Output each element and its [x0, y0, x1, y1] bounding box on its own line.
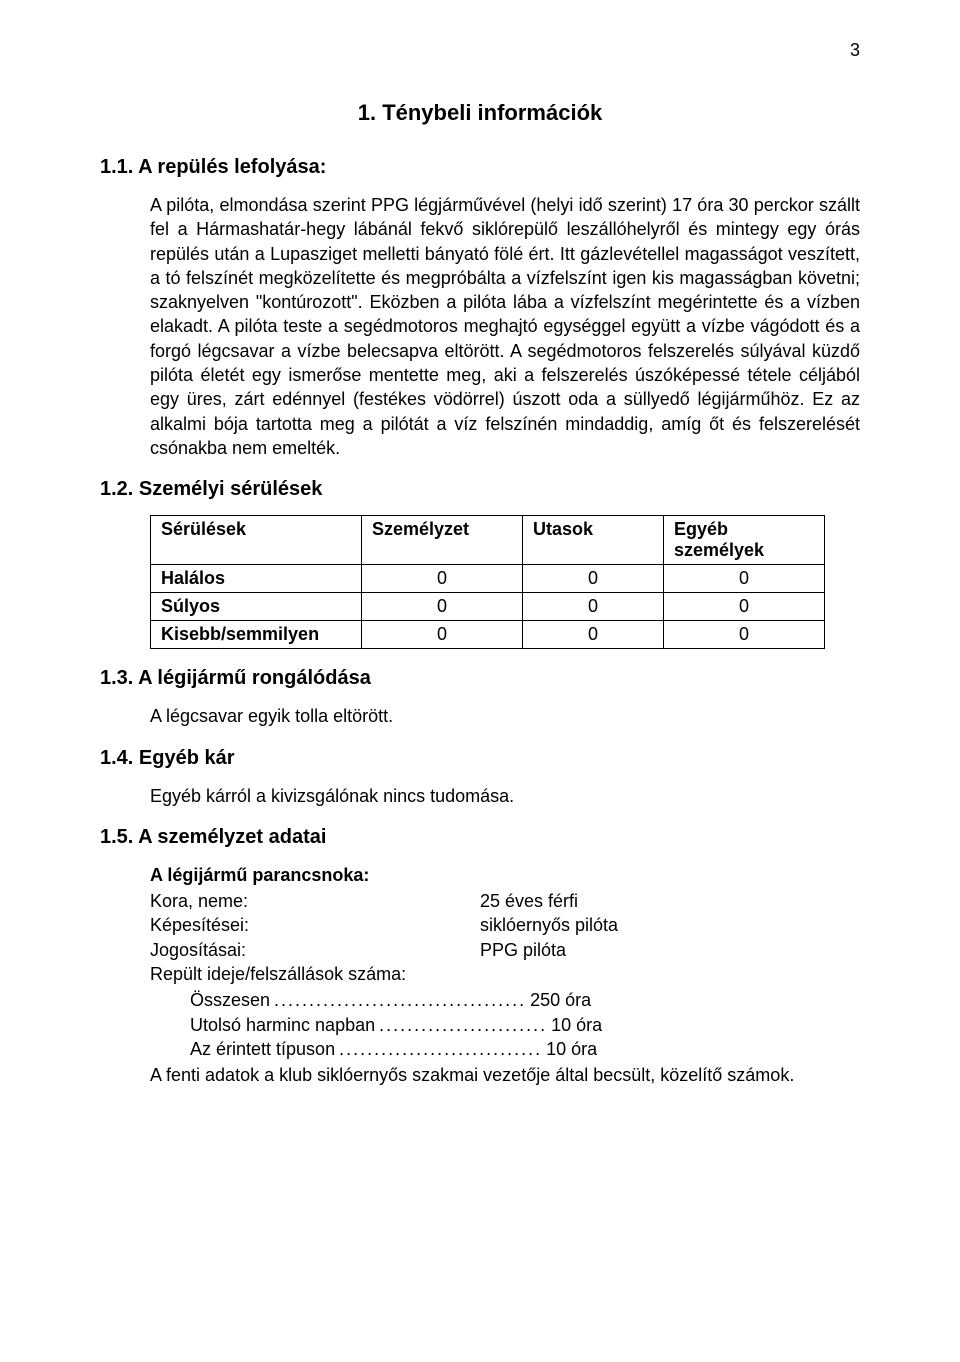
th-passengers: Utasok — [523, 516, 664, 565]
section-body-1-3: A légcsavar egyik tolla eltörött. — [150, 704, 860, 728]
kv-val: PPG pilóta — [480, 938, 860, 962]
kv-row: Jogosításai: PPG pilóta — [150, 938, 860, 962]
td-label: Súlyos — [151, 593, 362, 621]
td-label: Halálos — [151, 565, 362, 593]
page-number: 3 — [850, 40, 860, 61]
table-row: Kisebb/semmilyen 0 0 0 — [151, 621, 825, 649]
th-others: Egyéb személyek — [664, 516, 825, 565]
dotted-row: Utolsó harminc napban ..................… — [190, 1013, 860, 1037]
td-val: 0 — [362, 565, 523, 593]
commander-subheading: A légijármű parancsnoka: — [150, 863, 860, 887]
dotted-label: Az érintett típuson — [190, 1037, 335, 1061]
kv-val: 25 éves férfi — [480, 889, 860, 913]
kv-key: Jogosításai: — [150, 938, 480, 962]
section-body-1-1: A pilóta, elmondása szerint PPG légjármű… — [150, 193, 860, 460]
td-val: 0 — [523, 565, 664, 593]
table-row: Halálos 0 0 0 — [151, 565, 825, 593]
td-val: 0 — [362, 621, 523, 649]
kv-row: Képesítései: siklóernyős pilóta — [150, 913, 860, 937]
dotted-val: 10 óra — [551, 1013, 602, 1037]
dotted-row: Összesen ...............................… — [190, 988, 860, 1012]
dots: ........................ — [375, 1013, 551, 1037]
footnote: A fenti adatok a klub siklóernyős szakma… — [150, 1063, 860, 1087]
td-val: 0 — [664, 565, 825, 593]
dotted-label: Összesen — [190, 988, 270, 1012]
kv-key: Képesítései: — [150, 913, 480, 937]
section-heading-1-3: 1.3. A légijármű rongálódása — [100, 667, 860, 690]
th-crew: Személyzet — [362, 516, 523, 565]
kv-row: Kora, neme: 25 éves férfi — [150, 889, 860, 913]
injuries-table: Sérülések Személyzet Utasok Egyéb személ… — [150, 515, 825, 649]
kv-key: Kora, neme: — [150, 889, 480, 913]
td-val: 0 — [362, 593, 523, 621]
dotted-val: 10 óra — [546, 1037, 597, 1061]
main-title: 1. Ténybeli információk — [100, 100, 860, 126]
section-heading-1-4: 1.4. Egyéb kár — [100, 747, 860, 770]
kv-val: siklóernyős pilóta — [480, 913, 860, 937]
section-heading-1-1: 1.1. A repülés lefolyása: — [100, 156, 860, 179]
dots: ............................. — [335, 1037, 546, 1061]
section-heading-1-5: 1.5. A személyzet adatai — [100, 826, 860, 849]
dotted-label: Utolsó harminc napban — [190, 1013, 375, 1037]
dotted-val: 250 óra — [530, 988, 591, 1012]
td-val: 0 — [664, 621, 825, 649]
document-page: 3 1. Ténybeli információk 1.1. A repülés… — [0, 0, 960, 1362]
flighttime-label: Repült ideje/felszállások száma: — [150, 962, 860, 986]
dotted-row: Az érintett típuson ....................… — [190, 1037, 860, 1061]
td-val: 0 — [523, 621, 664, 649]
td-val: 0 — [523, 593, 664, 621]
dots: .................................... — [270, 988, 530, 1012]
th-injuries: Sérülések — [151, 516, 362, 565]
section-heading-1-2: 1.2. Személyi sérülések — [100, 478, 860, 501]
td-val: 0 — [664, 593, 825, 621]
td-label: Kisebb/semmilyen — [151, 621, 362, 649]
section-body-1-4: Egyéb kárról a kivizsgálónak nincs tudom… — [150, 784, 860, 808]
table-row: Súlyos 0 0 0 — [151, 593, 825, 621]
table-header-row: Sérülések Személyzet Utasok Egyéb személ… — [151, 516, 825, 565]
